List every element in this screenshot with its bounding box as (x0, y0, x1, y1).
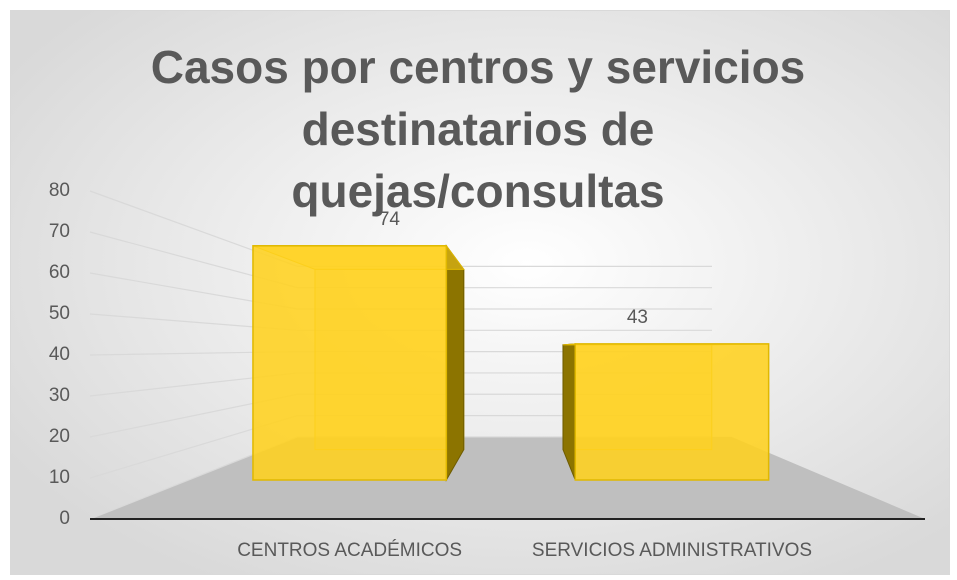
y-tick-label: 70 (49, 221, 70, 242)
y-tick-label: 50 (49, 303, 70, 324)
chart-title: Casos por centros y servicios destinatar… (150, 41, 806, 217)
x-tick-label: CENTROS ACADÉMICOS (237, 540, 462, 561)
y-tick-label: 80 (49, 180, 70, 201)
y-tick-label: 40 (49, 344, 70, 365)
y-tick-label: 0 (59, 508, 70, 529)
y-tick-label: 60 (49, 262, 70, 283)
bar (574, 343, 770, 481)
data-label: 74 (379, 209, 401, 230)
y-tick-label: 20 (49, 426, 70, 447)
data-label: 43 (627, 307, 648, 328)
x-tick-label: SERVICIOS ADMINISTRATIVOS (532, 540, 812, 561)
y-tick-label: 10 (49, 467, 70, 488)
bar-side (445, 244, 465, 482)
y-tick-label: 30 (49, 385, 70, 406)
bar (252, 245, 448, 481)
